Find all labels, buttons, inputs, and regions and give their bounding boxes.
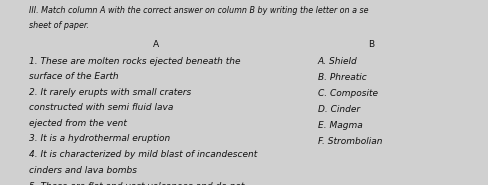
Text: sheet of paper.: sheet of paper. (29, 21, 89, 30)
Text: ejected from the vent: ejected from the vent (29, 119, 127, 128)
Text: B: B (368, 41, 374, 49)
Text: surface of the Earth: surface of the Earth (29, 72, 119, 81)
Text: 3. It is a hydrothermal eruption: 3. It is a hydrothermal eruption (29, 134, 170, 144)
Text: D. Cinder: D. Cinder (317, 105, 359, 114)
Text: 5. These are flat and vast volcanoes and do not: 5. These are flat and vast volcanoes and… (29, 181, 244, 185)
Text: cinders and lava bombs: cinders and lava bombs (29, 166, 137, 175)
Text: B. Phreatic: B. Phreatic (317, 73, 366, 82)
Text: A: A (153, 41, 159, 49)
Text: A. Shield: A. Shield (317, 57, 357, 66)
Text: 4. It is characterized by mild blast of incandescent: 4. It is characterized by mild blast of … (29, 150, 257, 159)
Text: 1. These are molten rocks ejected beneath the: 1. These are molten rocks ejected beneat… (29, 57, 241, 66)
Text: III. Match column A with the correct answer on column B by writing the letter on: III. Match column A with the correct ans… (29, 6, 368, 15)
Text: C. Composite: C. Composite (317, 89, 377, 98)
Text: constructed with semi fluid lava: constructed with semi fluid lava (29, 103, 173, 112)
Text: E. Magma: E. Magma (317, 121, 362, 130)
Text: 2. It rarely erupts with small craters: 2. It rarely erupts with small craters (29, 88, 191, 97)
Text: F. Strombolian: F. Strombolian (317, 137, 382, 146)
